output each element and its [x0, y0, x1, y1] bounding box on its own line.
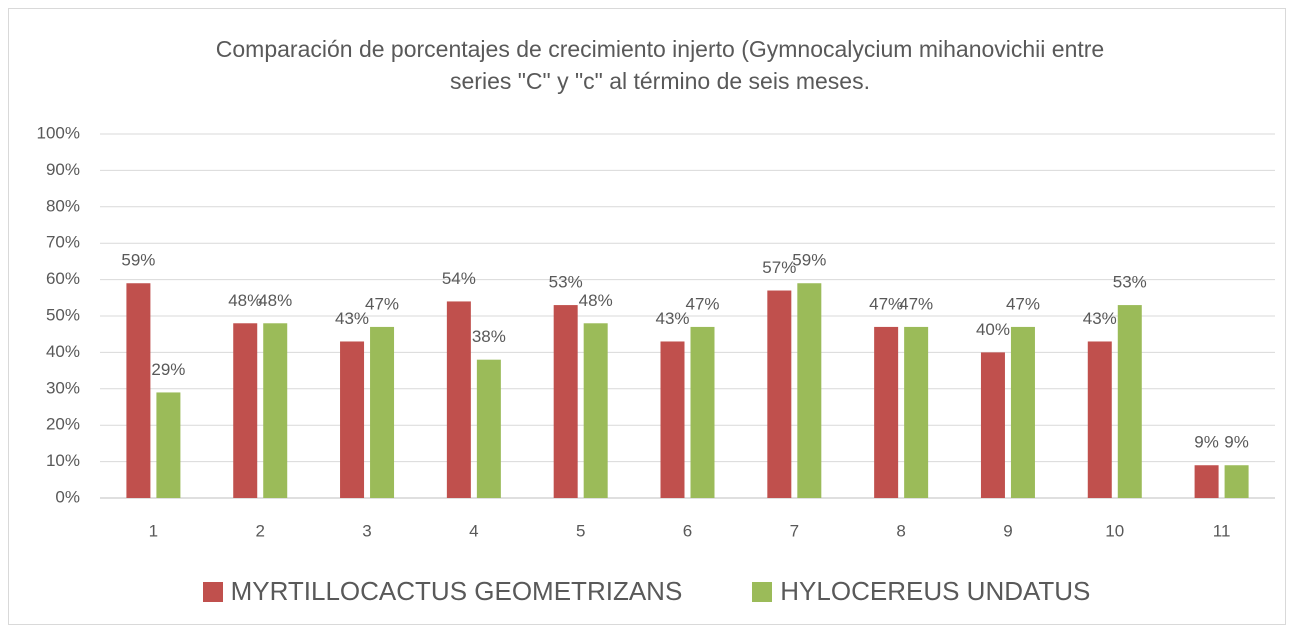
bar [1194, 465, 1219, 498]
legend-swatch [202, 581, 223, 602]
data-label: 47% [899, 294, 933, 313]
legend-label: MYRTILLOCACTUS GEOMETRIZANS [230, 576, 683, 606]
x-tick-label: 8 [896, 521, 905, 540]
data-label: 48% [258, 291, 292, 310]
data-label: 47% [869, 294, 903, 313]
data-label: 43% [655, 309, 689, 328]
bar [126, 283, 151, 498]
legend: MYRTILLOCACTUS GEOMETRIZANS HYLOCEREUS UN… [0, 576, 1293, 607]
bar [583, 323, 608, 498]
bar [980, 352, 1005, 498]
data-label: 59% [792, 251, 826, 270]
legend-label: HYLOCEREUS UNDATUS [780, 576, 1091, 606]
data-label: 9% [1224, 433, 1249, 452]
data-label: 9% [1194, 433, 1219, 452]
legend-swatch [752, 581, 773, 602]
y-tick-label: 20% [46, 415, 80, 434]
y-tick-label: 50% [46, 305, 80, 324]
data-label: 47% [365, 294, 399, 313]
data-label: 38% [472, 327, 506, 346]
x-tick-label: 10 [1105, 521, 1124, 540]
y-tick-label: 10% [46, 451, 80, 470]
data-label: 47% [685, 294, 719, 313]
bar [904, 326, 929, 498]
bar [476, 359, 501, 498]
data-label: 54% [442, 269, 476, 288]
bar [263, 323, 288, 498]
bar [660, 341, 685, 498]
x-tick-label: 4 [469, 521, 478, 540]
bar [1224, 465, 1249, 498]
data-label: 40% [976, 320, 1010, 339]
x-tick-label: 9 [1003, 521, 1012, 540]
bar [874, 326, 899, 498]
y-tick-label: 80% [46, 196, 80, 215]
legend-item: MYRTILLOCACTUS GEOMETRIZANS [202, 576, 683, 607]
data-label: 47% [1006, 294, 1040, 313]
y-tick-label: 90% [46, 160, 80, 179]
bar [233, 323, 258, 498]
y-tick-label: 30% [46, 378, 80, 397]
bar [797, 283, 822, 498]
y-tick-label: 0% [55, 487, 80, 506]
y-tick-label: 70% [46, 233, 80, 252]
bar [340, 341, 365, 498]
y-tick-label: 100% [37, 123, 80, 142]
x-tick-label: 1 [149, 521, 158, 540]
x-tick-label: 6 [683, 521, 692, 540]
data-label: 29% [151, 360, 185, 379]
bar [1010, 326, 1035, 498]
data-label: 57% [762, 258, 796, 277]
bar [1087, 341, 1112, 498]
bar [1117, 305, 1142, 498]
bar [370, 326, 395, 498]
bar [553, 305, 578, 498]
data-label: 43% [335, 309, 369, 328]
bar [690, 326, 715, 498]
x-tick-label: 2 [255, 521, 264, 540]
bar [156, 392, 181, 498]
x-tick-label: 11 [1213, 521, 1231, 540]
y-tick-label: 60% [46, 269, 80, 288]
data-label: 53% [549, 273, 583, 292]
legend-item: HYLOCEREUS UNDATUS [752, 576, 1090, 607]
chart-title: Comparación de porcentajes de crecimient… [215, 36, 1105, 94]
bar [446, 301, 471, 498]
x-tick-label: 5 [576, 521, 585, 540]
bar [767, 290, 792, 498]
data-label: 53% [1113, 273, 1147, 292]
data-label: 48% [228, 291, 262, 310]
data-label: 43% [1083, 309, 1117, 328]
data-label: 48% [579, 291, 613, 310]
y-tick-label: 40% [46, 342, 80, 361]
data-label: 59% [121, 251, 155, 270]
x-tick-label: 3 [362, 521, 371, 540]
x-tick-label: 7 [790, 521, 799, 540]
